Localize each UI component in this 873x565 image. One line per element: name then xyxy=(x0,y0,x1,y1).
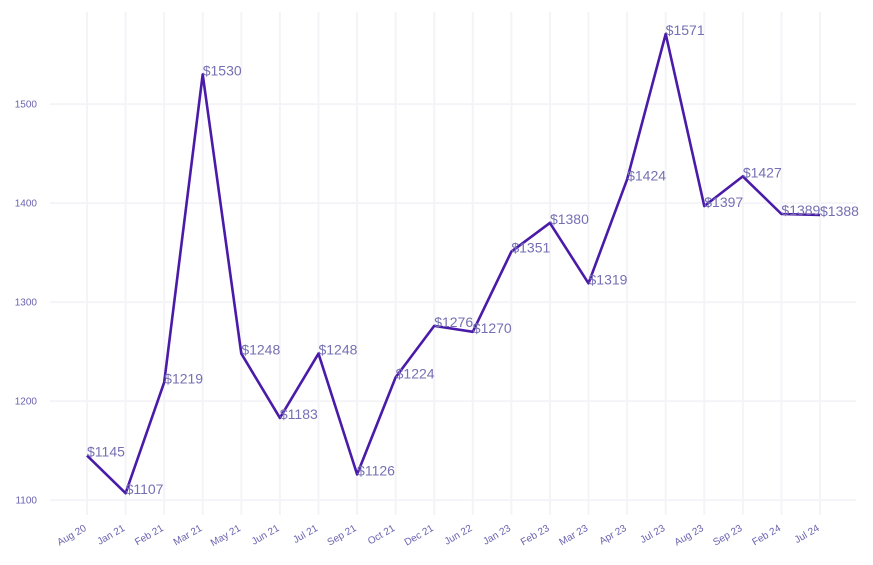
x-tick-label: Feb 24 xyxy=(750,523,783,548)
x-tick-label: May 21 xyxy=(209,523,243,549)
series-line xyxy=(86,32,821,495)
data-label: $1248 xyxy=(241,342,280,358)
data-label: $1389 xyxy=(781,202,820,218)
data-label: $1319 xyxy=(589,271,628,287)
y-tick-label: 1500 xyxy=(15,100,38,111)
data-label: $1276 xyxy=(434,314,473,330)
y-tick-label: 1300 xyxy=(15,298,38,309)
x-tick-label: Feb 21 xyxy=(133,523,166,548)
grid-layer xyxy=(50,12,856,515)
data-label: $1397 xyxy=(704,194,743,210)
x-tick-label: Aug 20 xyxy=(56,523,89,549)
data-label: $1427 xyxy=(743,164,782,180)
x-tick-label: Dec 21 xyxy=(403,523,436,549)
x-tick-label: Aug 23 xyxy=(673,523,706,549)
y-tick-label: 1100 xyxy=(15,496,37,507)
data-label: $1380 xyxy=(550,211,589,227)
x-tick-label: Jun 22 xyxy=(443,523,475,548)
data-label: $1388 xyxy=(820,203,859,219)
data-label: $1424 xyxy=(627,167,666,183)
x-tick-label: Jan 21 xyxy=(96,523,128,548)
x-tick-label: Jan 23 xyxy=(481,523,513,548)
data-label: $1145 xyxy=(87,444,125,460)
data-label: $1183 xyxy=(280,406,318,422)
data-label: $1107 xyxy=(126,481,164,497)
y-tick-label: 1400 xyxy=(15,199,38,210)
y-axis-ticks: 1100 1200 1300 1400 1500 xyxy=(15,100,38,507)
x-tick-label: Sep 21 xyxy=(326,523,359,549)
y-tick-label: 1200 xyxy=(15,397,38,408)
data-label: $1351 xyxy=(511,240,550,256)
data-label: $1270 xyxy=(473,320,512,336)
data-label: $1530 xyxy=(203,62,242,78)
x-tick-label: Mar 23 xyxy=(558,523,591,548)
data-label: $1219 xyxy=(164,370,203,386)
x-tick-label: Feb 23 xyxy=(519,523,552,548)
x-tick-label: Apr 23 xyxy=(598,523,629,547)
data-label: $1224 xyxy=(396,365,435,381)
data-label: $1126 xyxy=(357,462,395,478)
series-layer xyxy=(86,32,821,495)
x-tick-label: Jul 21 xyxy=(291,523,320,546)
data-labels: $1145 $1107 $1219 $1530 $1248 $1183 $1248 $1126… xyxy=(87,22,859,497)
x-tick-label: Sep 23 xyxy=(711,523,744,549)
x-tick-label: Jul 24 xyxy=(793,523,822,546)
x-axis-ticks: Aug 20 Jan 21 Feb 21 Mar 21 May 21 Jun 21 Jul … xyxy=(56,523,822,549)
x-tick-label: Oct 21 xyxy=(366,523,397,547)
x-tick-label: Jun 21 xyxy=(250,523,282,548)
data-label: $1248 xyxy=(318,342,357,358)
x-tick-label: Jul 23 xyxy=(639,523,668,546)
x-tick-label: Mar 21 xyxy=(172,523,205,548)
data-label: $1571 xyxy=(666,22,705,38)
